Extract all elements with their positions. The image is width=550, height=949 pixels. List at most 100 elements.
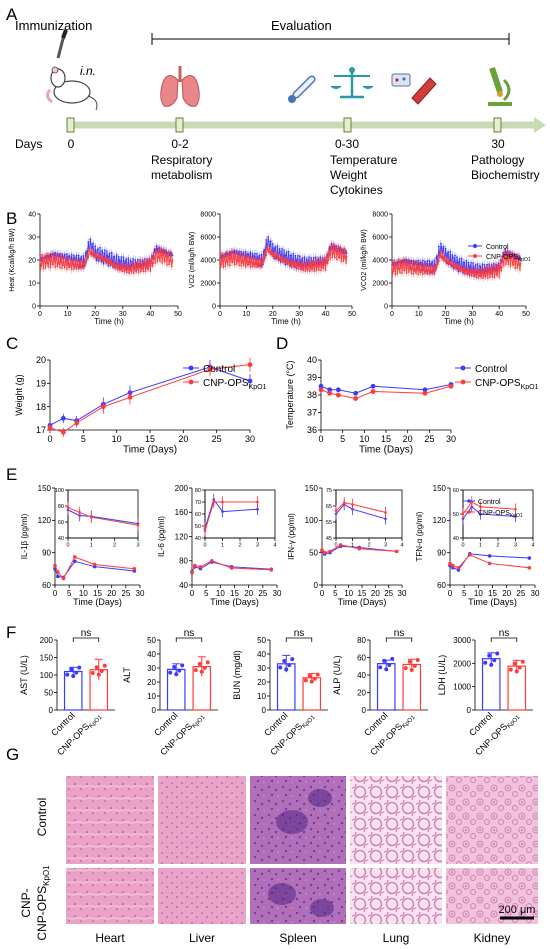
B2-point xyxy=(320,269,322,272)
C-x-axis-title: Time (Days) xyxy=(123,445,177,456)
B1-point xyxy=(70,262,72,265)
C-xtick-label: 25 xyxy=(212,434,222,444)
D-point xyxy=(335,392,341,398)
B1-point xyxy=(146,258,148,261)
B2-point xyxy=(310,256,312,259)
B3-point xyxy=(496,264,499,266)
histology-cnp-liver xyxy=(158,868,246,924)
B1-point xyxy=(78,264,81,266)
B2-point xyxy=(305,261,308,264)
B3-point xyxy=(401,272,403,275)
B2-point xyxy=(242,264,245,267)
B3-point xyxy=(433,259,436,262)
scale-icon xyxy=(330,67,374,99)
B2-point xyxy=(315,269,318,272)
B2-point xyxy=(331,251,334,254)
F2-datapoint xyxy=(180,663,185,668)
chart-b3: 0 2000 4000 6000 8000 0 10 20 30 40 50 Time (h) VCO2… xyxy=(361,211,530,325)
E3-inset-xtick-label: 0 xyxy=(334,543,337,549)
B1-point xyxy=(54,266,57,269)
B2-point xyxy=(240,259,243,262)
C-xtick-label: 20 xyxy=(178,434,188,444)
timepoint-3-desc-2: Biochemistry xyxy=(471,168,540,182)
histology-row-label-cnp-line2: CNP-OPSKpO1 xyxy=(35,865,51,941)
B3-point xyxy=(423,272,426,275)
B3-point xyxy=(428,273,431,275)
B2-point xyxy=(244,257,246,260)
F2-ytick-label: 10 xyxy=(147,692,156,701)
B2-ytick-label: 8000 xyxy=(200,211,216,218)
F2-ytick-label: 20 xyxy=(147,678,156,687)
E3-xtick-label: 20 xyxy=(371,589,380,598)
B3-point xyxy=(454,254,456,257)
B3-point xyxy=(405,264,407,266)
E3-inset-point xyxy=(351,503,354,506)
E3-x-axis-title: Time (Days) xyxy=(338,597,387,607)
F3-y-axis-title: BUN (mg/dl) xyxy=(232,650,242,700)
B3-xtick-label: 40 xyxy=(495,311,503,318)
F3-datapoint xyxy=(303,678,308,683)
F2-significance-label: ns xyxy=(184,628,195,639)
B3-point xyxy=(433,273,436,276)
B1-point xyxy=(72,254,75,257)
B1-point xyxy=(75,254,78,257)
F5-datapoint xyxy=(514,669,519,674)
F5-datapoint xyxy=(508,667,513,672)
B1-point xyxy=(88,247,91,250)
B1-point xyxy=(68,266,71,268)
B1-point xyxy=(59,252,61,255)
B1-point xyxy=(135,269,138,272)
B2-point xyxy=(265,254,268,257)
B3-point xyxy=(419,271,422,273)
B1-point xyxy=(57,262,59,265)
F5-y-axis-title: LDH (U/L) xyxy=(437,655,447,696)
B2-point xyxy=(324,269,327,271)
E3-xtick-label: 30 xyxy=(398,589,407,598)
B2-ytick-label: 0 xyxy=(212,303,216,310)
E1-xtick-label: 5 xyxy=(67,589,72,598)
B1-point xyxy=(152,262,155,265)
B2-point xyxy=(258,265,261,268)
B2-point xyxy=(286,262,289,264)
E1-inset-xtick-label: 3 xyxy=(136,543,139,549)
D-xtick-label: 15 xyxy=(381,434,391,444)
legend-e4-control: Control xyxy=(478,499,501,506)
B1-xtick-label: 20 xyxy=(91,311,99,318)
B2-point xyxy=(272,254,275,257)
B1-point xyxy=(89,238,92,241)
D-point xyxy=(335,387,341,393)
B3-point xyxy=(511,252,513,254)
B2-point xyxy=(238,250,241,253)
E1-inset-frame xyxy=(67,489,139,539)
B3-point xyxy=(498,265,501,268)
B3-point xyxy=(472,269,474,272)
E4-inset-series-line xyxy=(462,506,516,520)
B3-point xyxy=(435,257,438,259)
B1-point xyxy=(160,251,163,254)
B1-point xyxy=(171,254,174,257)
E3-xtick-label: 25 xyxy=(384,589,393,598)
B3-point xyxy=(517,264,519,266)
E3-inset-series-line xyxy=(335,502,386,513)
E3-xtick-label: 15 xyxy=(358,589,367,598)
B1-point xyxy=(90,243,92,246)
E3-ytick-label: 0 xyxy=(314,581,319,590)
C-point xyxy=(247,378,253,384)
E3-point xyxy=(328,549,332,554)
F4-datapoint xyxy=(384,667,389,672)
B1-point xyxy=(95,259,98,262)
B3-point xyxy=(517,254,520,257)
B3-point xyxy=(456,261,459,264)
F3-datapoint xyxy=(315,672,320,677)
B3-point xyxy=(500,266,503,269)
B3-point xyxy=(397,258,400,261)
F4-datapoint xyxy=(378,665,383,670)
B1-ytick-label: 30 xyxy=(28,234,36,241)
legend-c: Control CNP-OPSKpO1 xyxy=(183,364,267,391)
B1-point xyxy=(149,270,152,273)
B1-point xyxy=(45,261,48,264)
E4-inset-point xyxy=(514,515,517,518)
B2-point xyxy=(302,269,305,272)
